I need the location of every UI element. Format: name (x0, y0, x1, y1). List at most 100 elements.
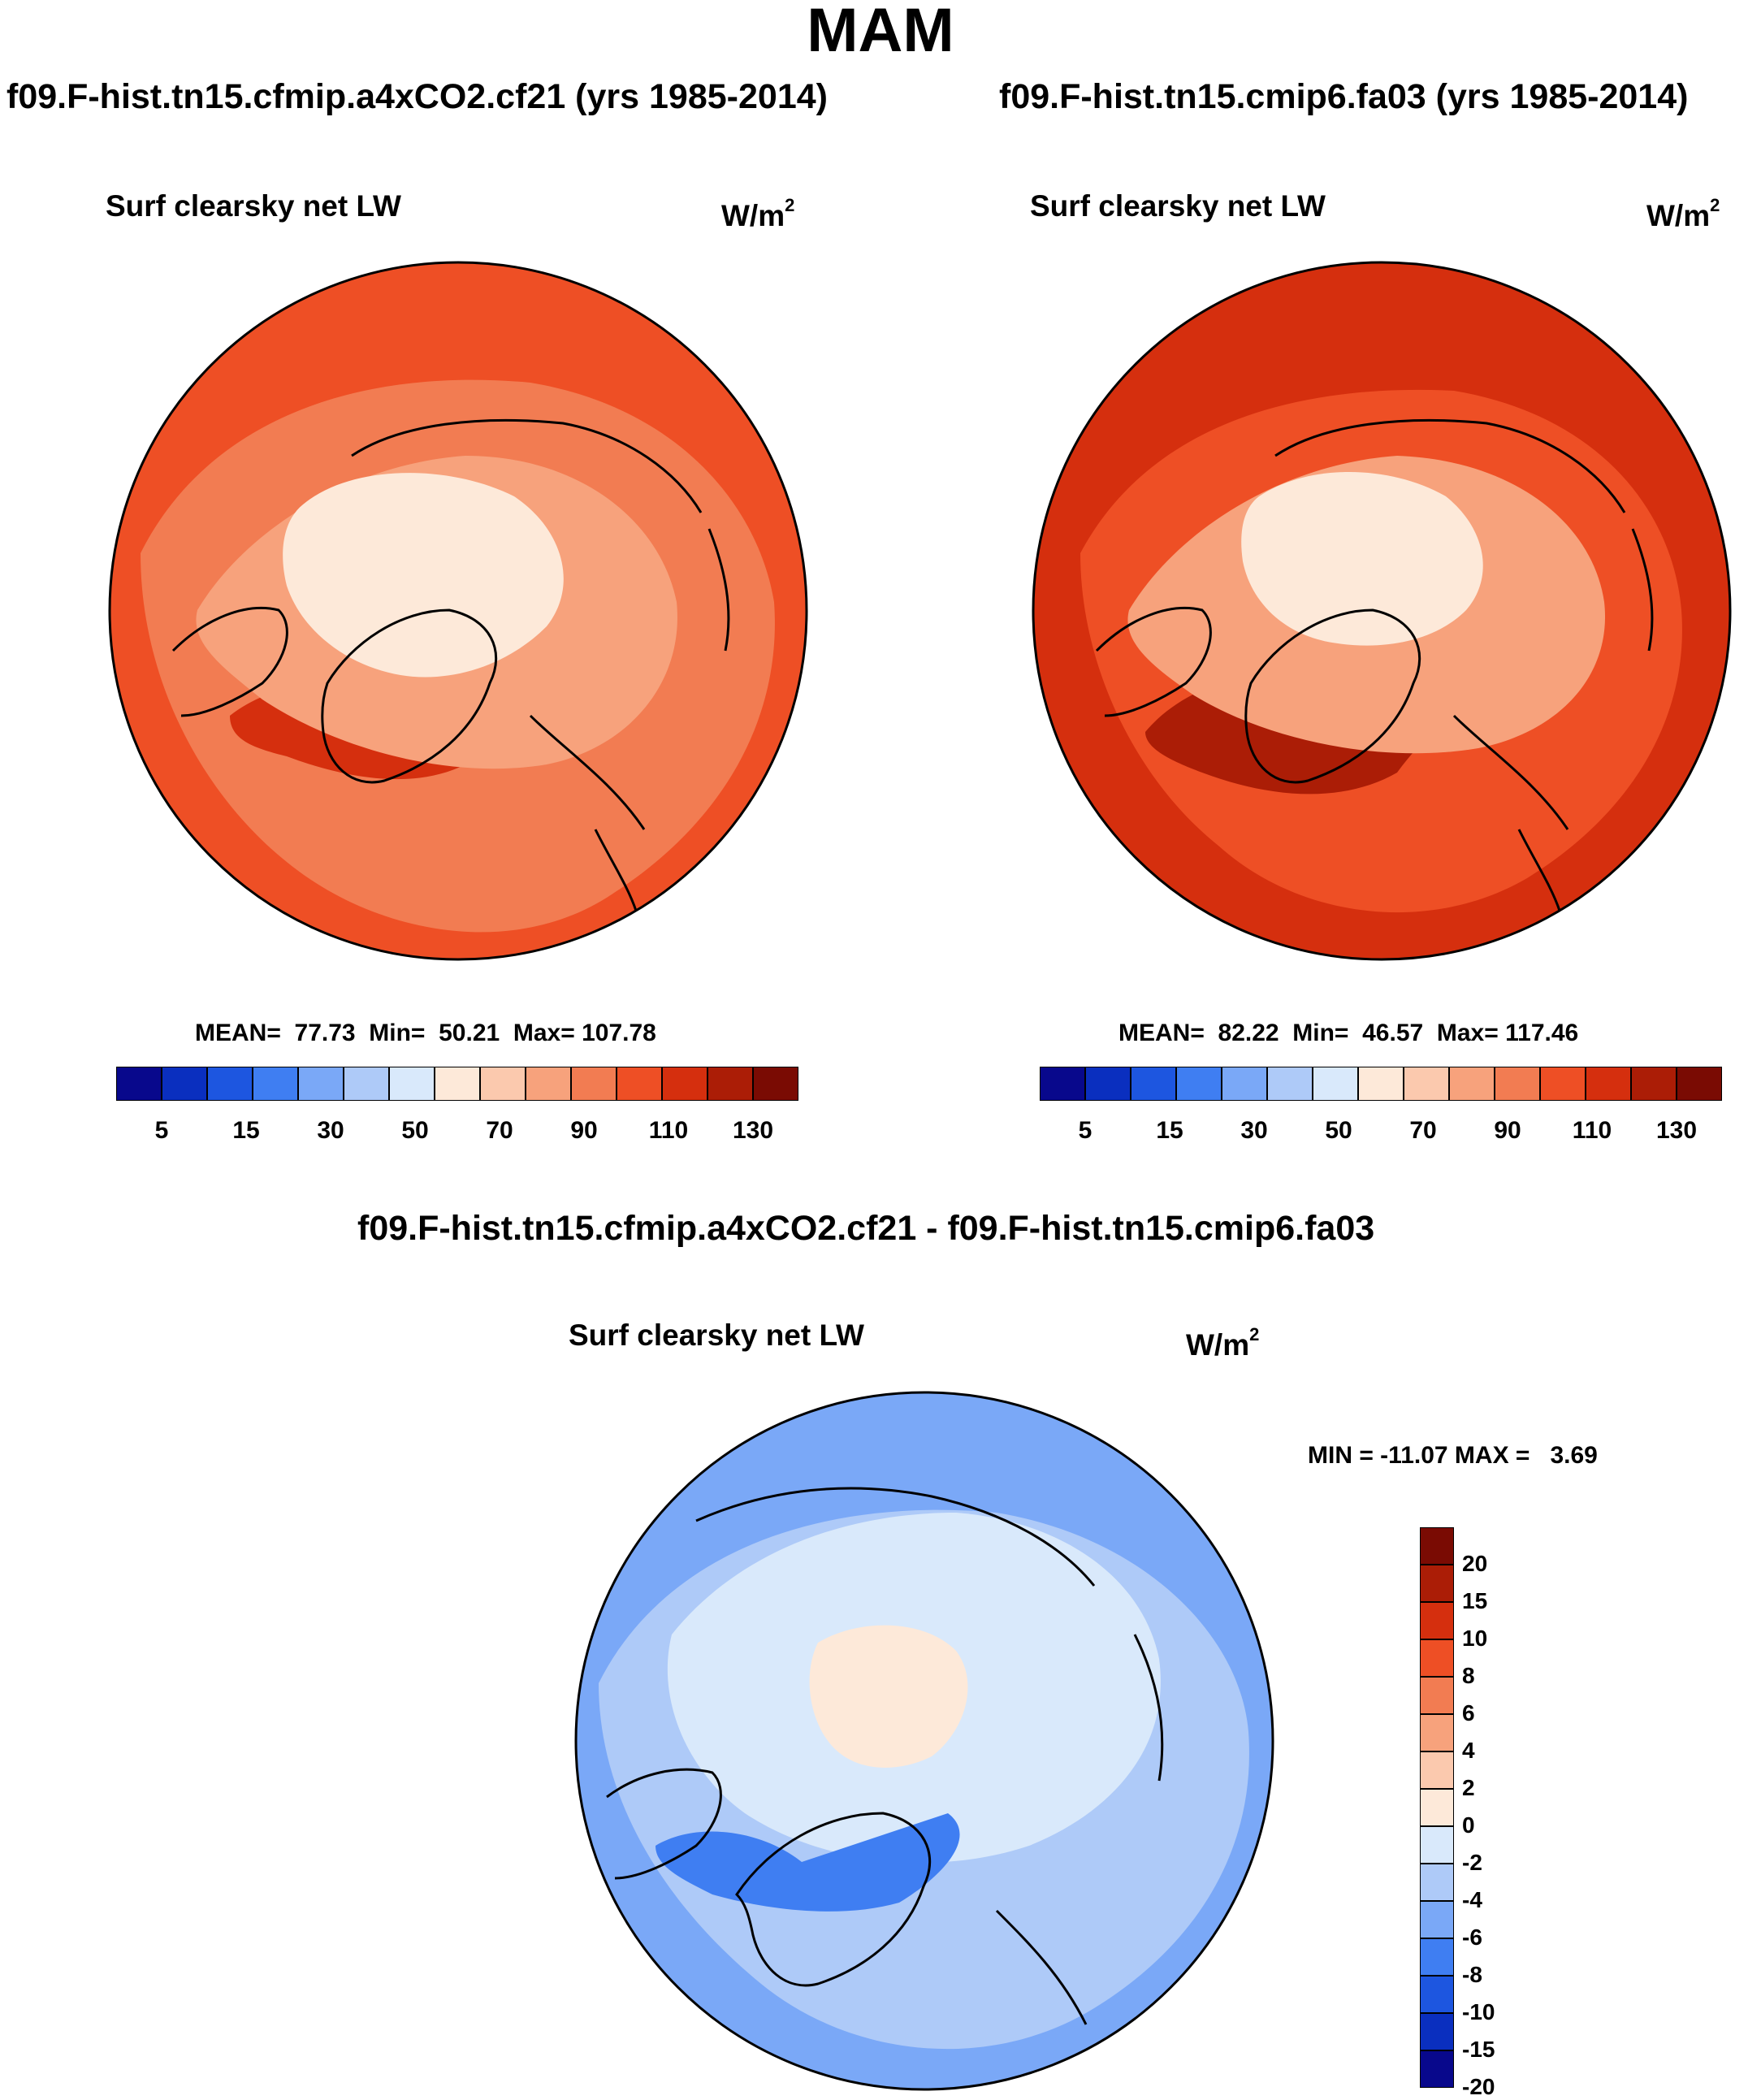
colorbar-swatch (1420, 1676, 1454, 1715)
panel1-colorbar-tick: 5 (154, 1117, 169, 1144)
colorbar-swatch (1420, 1788, 1454, 1827)
panel2-coastline-greenland (1244, 608, 1421, 784)
panel1-case-title: f09.F-hist.tn15.cfmip.a4xCO2.cf21 (yrs 1… (6, 77, 828, 116)
diff-colorbar-tick: 8 (1462, 1663, 1475, 1688)
diff-colorbar-tick: -20 (1462, 2074, 1495, 2099)
diff-colorbar-tick: 20 (1462, 1551, 1488, 1576)
diff-coastline-greenland (735, 1812, 932, 1987)
colorbar-swatch (1266, 1067, 1313, 1101)
colorbar-swatch (1357, 1067, 1404, 1101)
colorbar-swatch (1420, 1863, 1454, 1902)
colorbar-swatch (1676, 1067, 1722, 1101)
panel2-coastline-americas (1095, 606, 1212, 717)
colorbar-swatch (388, 1067, 435, 1101)
panel1-coastline-eurasia (351, 418, 730, 911)
panel1-colorbar-tick: 70 (486, 1117, 513, 1144)
panel2-colorbar-labels: 5 15 30 50 70 90 110 130 (1040, 1117, 1722, 1150)
panel1-units: W/m2 (721, 195, 795, 232)
diff-arctic-field (809, 1625, 968, 1768)
colorbar-swatch (1585, 1067, 1632, 1101)
panel2-colorbar (1040, 1067, 1722, 1101)
panel1-polar-map (108, 261, 808, 961)
diff-case-title: f09.F-hist.tn15.cfmip.a4xCO2.cf21 - f09.… (357, 1209, 1375, 1248)
panel2-colorbar-tick: 30 (1240, 1117, 1268, 1144)
panel2-arctic-field (1241, 472, 1483, 646)
panel2-colorbar-tick: 110 (1572, 1117, 1612, 1144)
diff-colorbar-tick: -6 (1462, 1925, 1482, 1950)
colorbar-swatch (1040, 1067, 1086, 1101)
colorbar-swatch (616, 1067, 663, 1101)
panel2-colorbar-tick: 90 (1494, 1117, 1521, 1144)
colorbar-swatch (707, 1067, 754, 1101)
diff-colorbar-tick: -10 (1462, 1999, 1495, 2024)
diff-colorbar-tick: 2 (1462, 1775, 1475, 1800)
panel1-colorbar (116, 1067, 798, 1101)
colorbar-swatch (661, 1067, 708, 1101)
colorbar-swatch (1420, 1527, 1454, 1565)
panel2-colorbar-tick: 70 (1409, 1117, 1437, 1144)
colorbar-swatch (1420, 1825, 1454, 1864)
colorbar-swatch (525, 1067, 572, 1101)
panel1-variable-title: Surf clearsky net LW (106, 189, 401, 223)
colorbar-swatch (1403, 1067, 1450, 1101)
diff-colorbar-tick: 15 (1462, 1588, 1488, 1613)
panel1-stats: MEAN= 77.73 Min= 50.21 Max= 107.78 (195, 1020, 656, 1046)
panel2-colorbar-tick: 50 (1325, 1117, 1352, 1144)
diff-colorbar-tick: -8 (1462, 1962, 1482, 1987)
diff-colorbar-tick: 4 (1462, 1738, 1475, 1763)
colorbar-swatch (343, 1067, 390, 1101)
colorbar-swatch (297, 1067, 344, 1101)
diff-colorbar (1420, 1527, 1454, 2088)
panel1-colorbar-tick: 110 (648, 1117, 689, 1144)
diff-coastline-eurasia (695, 1487, 1164, 2025)
colorbar-swatch (1420, 1751, 1454, 1790)
panel2-variable-title: Surf clearsky net LW (1030, 189, 1326, 223)
colorbar-swatch (1448, 1067, 1495, 1101)
diff-colorbar-tick: -4 (1462, 1887, 1482, 1912)
colorbar-swatch (752, 1067, 798, 1101)
panel2-case-title: f09.F-hist.tn15.cmip6.fa03 (yrs 1985-201… (999, 77, 1689, 116)
panel1-coastline-americas (171, 606, 288, 717)
colorbar-swatch (116, 1067, 162, 1101)
panel1-colorbar-tick: 50 (401, 1117, 429, 1144)
diff-coastline-americas (606, 1768, 722, 1880)
colorbar-swatch (434, 1067, 481, 1101)
colorbar-swatch (1420, 1601, 1454, 1640)
panel1-colorbar-labels: 5 15 30 50 70 90 110 130 (116, 1117, 798, 1150)
panel1-colorbar-tick: 130 (732, 1117, 774, 1144)
diff-colorbar-tick: 10 (1462, 1626, 1488, 1651)
diff-colorbar-tick: 6 (1462, 1700, 1475, 1725)
diff-polar-map (574, 1391, 1274, 2091)
panel1-arctic-field (283, 473, 564, 678)
colorbar-swatch (1420, 1975, 1454, 2014)
colorbar-swatch (1420, 2012, 1454, 2051)
colorbar-swatch (1420, 2050, 1454, 2088)
figure-title: MAM (807, 0, 954, 65)
diff-minmax: MIN = -11.07 MAX = 3.69 (1308, 1442, 1598, 1469)
panel1-coastline-greenland (321, 608, 498, 784)
panel2-coastline-eurasia (1274, 418, 1654, 911)
colorbar-swatch (1221, 1067, 1268, 1101)
panel1-colorbar-tick: 15 (232, 1117, 260, 1144)
panel2-units: W/m2 (1646, 195, 1720, 232)
panel1-colorbar-tick: 30 (317, 1117, 344, 1144)
colorbar-swatch (161, 1067, 208, 1101)
colorbar-swatch (1175, 1067, 1222, 1101)
colorbar-swatch (1420, 1900, 1454, 1939)
colorbar-swatch (1420, 1938, 1454, 1977)
diff-colorbar-tick: 0 (1462, 1812, 1475, 1838)
colorbar-swatch (1420, 1564, 1454, 1603)
diff-units: W/m2 (1186, 1324, 1260, 1362)
colorbar-swatch (1312, 1067, 1359, 1101)
diff-variable-title: Surf clearsky net LW (569, 1318, 864, 1352)
diff-colorbar-tick: -2 (1462, 1850, 1482, 1875)
colorbar-swatch (479, 1067, 526, 1101)
panel2-colorbar-tick: 5 (1078, 1117, 1093, 1144)
colorbar-swatch (206, 1067, 253, 1101)
diff-colorbar-labels: 20 15 10 8 6 4 2 0 -2 -4 -6 -8 -10 -15 -… (1462, 1527, 1625, 2099)
colorbar-swatch (1084, 1067, 1131, 1101)
colorbar-swatch (1420, 1639, 1454, 1678)
colorbar-swatch (252, 1067, 299, 1101)
colorbar-swatch (1494, 1067, 1541, 1101)
panel2-colorbar-tick: 130 (1655, 1117, 1698, 1144)
